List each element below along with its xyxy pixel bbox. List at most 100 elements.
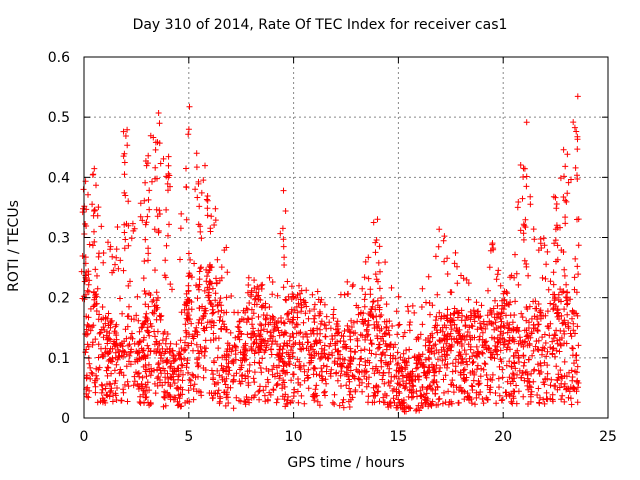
data-point — [142, 158, 149, 164]
data-point — [499, 396, 506, 403]
data-point — [523, 183, 530, 190]
data-point — [564, 300, 571, 307]
data-point — [100, 334, 107, 341]
data-point — [131, 316, 137, 323]
data-point — [483, 372, 490, 378]
data-point — [108, 317, 115, 324]
data-point — [344, 291, 351, 297]
data-point — [487, 309, 494, 315]
data-point — [396, 375, 402, 382]
data-point — [560, 328, 567, 335]
data-point — [395, 293, 402, 300]
data-point — [257, 383, 263, 390]
data-point — [570, 345, 576, 352]
data-point — [415, 335, 422, 342]
data-point — [191, 260, 198, 267]
data-point — [108, 370, 115, 377]
data-point — [269, 291, 276, 298]
data-point — [277, 372, 283, 379]
data-point — [474, 366, 480, 373]
data-point — [278, 315, 284, 321]
data-point — [128, 235, 135, 242]
data-point — [113, 361, 120, 368]
data-point — [463, 351, 470, 358]
data-point — [429, 361, 435, 368]
data-point — [536, 309, 543, 315]
data-point — [94, 285, 101, 292]
data-point — [552, 353, 558, 360]
data-point — [485, 345, 492, 352]
data-point — [530, 226, 537, 233]
data-point — [104, 364, 111, 371]
data-point — [330, 311, 337, 318]
data-point — [428, 345, 435, 352]
data-point — [519, 369, 526, 376]
data-point — [554, 242, 561, 249]
data-point — [116, 370, 123, 377]
data-point — [152, 164, 159, 171]
data-point — [203, 196, 210, 203]
data-point — [114, 385, 120, 391]
data-point — [244, 396, 251, 403]
data-point — [559, 320, 566, 327]
data-point — [296, 341, 303, 348]
data-point — [442, 372, 449, 379]
data-point — [136, 355, 143, 362]
data-point — [561, 266, 568, 273]
data-point — [539, 344, 546, 351]
data-point — [311, 301, 318, 308]
data-point — [365, 393, 372, 400]
data-point — [518, 374, 525, 381]
data-point — [566, 369, 572, 376]
data-point — [304, 375, 311, 382]
data-point — [509, 400, 516, 407]
data-point — [109, 253, 116, 260]
data-point — [245, 282, 252, 288]
data-point — [346, 376, 353, 383]
data-point — [214, 302, 221, 309]
data-point — [375, 345, 381, 352]
data-point — [258, 327, 264, 334]
data-point — [333, 369, 340, 376]
data-point — [156, 140, 163, 147]
data-point — [117, 257, 124, 264]
data-point — [549, 338, 556, 345]
data-point — [281, 320, 288, 327]
data-point — [355, 311, 362, 318]
data-point — [413, 388, 420, 395]
data-point — [117, 295, 123, 302]
data-point — [187, 377, 194, 384]
data-point — [94, 375, 100, 382]
data-point — [193, 388, 200, 395]
data-point — [223, 363, 230, 370]
data-point — [126, 341, 133, 348]
data-point — [249, 321, 255, 328]
data-point — [432, 253, 439, 260]
data-point — [295, 379, 302, 386]
data-point — [549, 350, 556, 357]
data-point — [470, 358, 477, 365]
data-point — [200, 365, 207, 371]
data-point — [204, 205, 211, 212]
data-point — [279, 358, 286, 365]
data-point — [207, 225, 214, 232]
data-point — [83, 326, 90, 333]
data-point — [398, 364, 405, 371]
data-point — [201, 327, 208, 334]
data-point — [550, 335, 557, 342]
data-point — [507, 312, 514, 319]
data-point — [151, 328, 158, 335]
data-point — [506, 391, 513, 398]
data-point — [107, 389, 113, 396]
data-point — [440, 335, 447, 342]
data-point — [156, 340, 163, 347]
data-point — [224, 340, 231, 347]
data-point — [506, 392, 513, 399]
data-point — [472, 401, 478, 408]
data-point — [269, 366, 276, 373]
data-point — [499, 297, 505, 304]
data-point — [108, 385, 115, 392]
data-point — [441, 313, 447, 320]
data-point — [121, 171, 128, 178]
data-point — [361, 296, 368, 303]
